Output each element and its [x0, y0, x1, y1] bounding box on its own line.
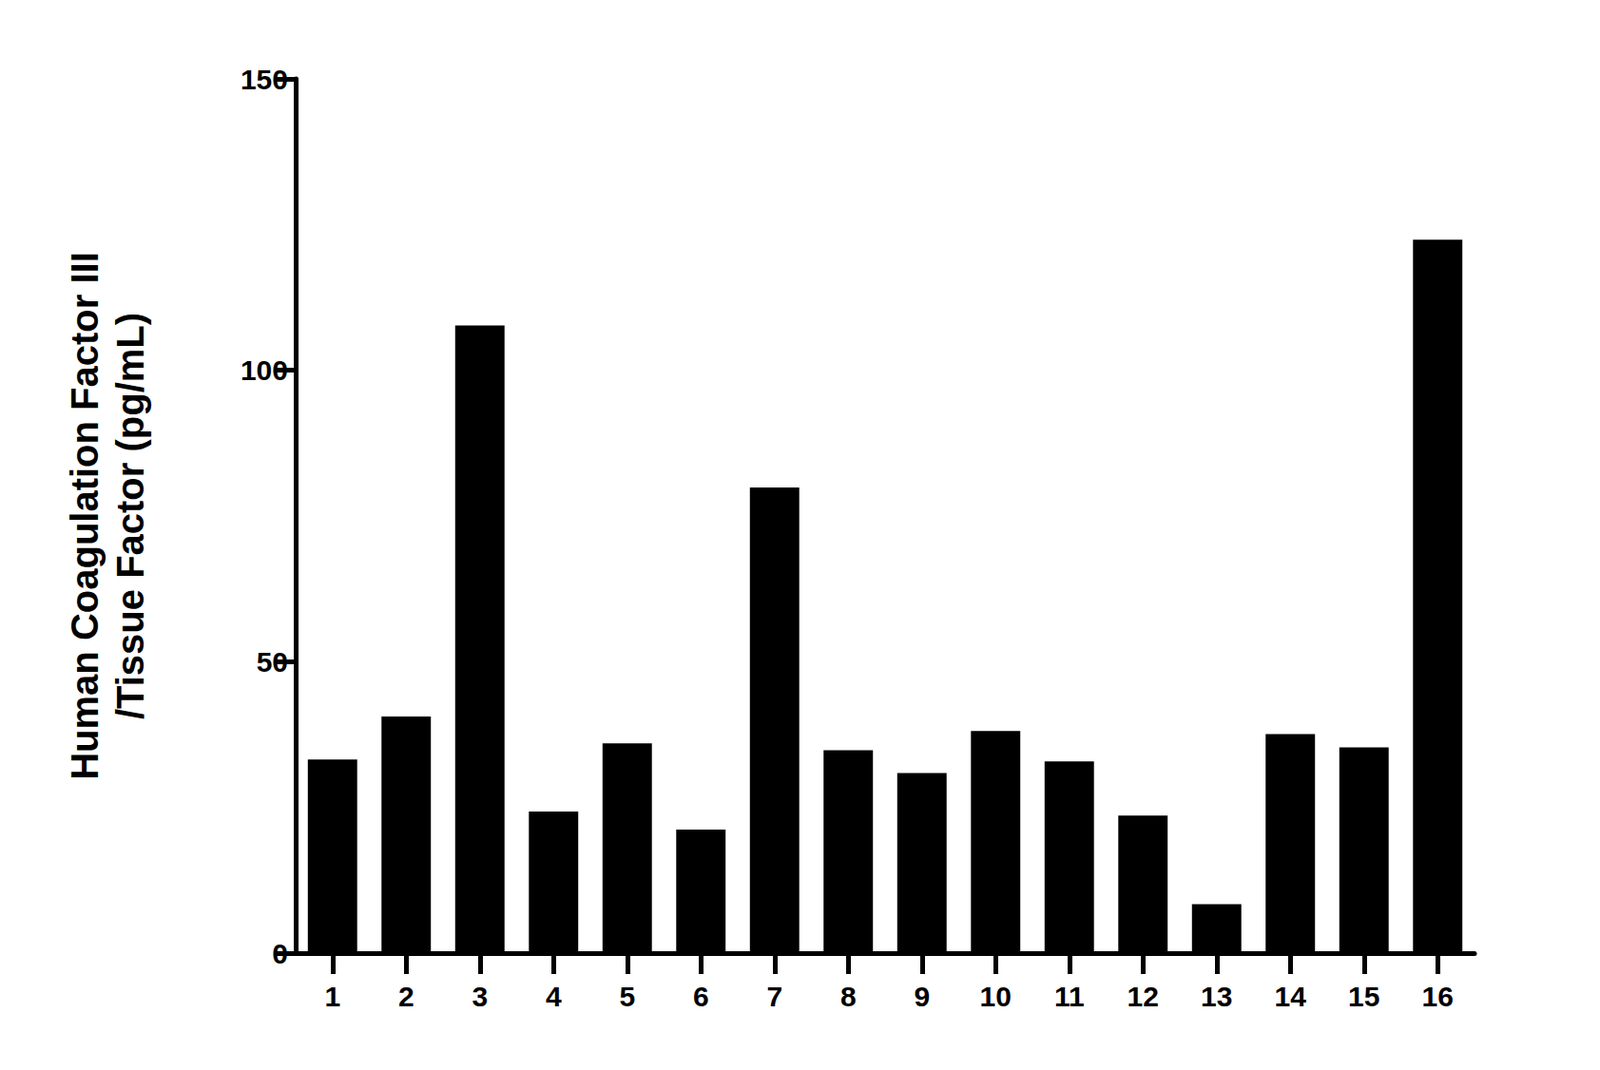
svg-text:5: 5 [618, 981, 636, 1013]
svg-text:7: 7 [766, 981, 783, 1013]
svg-text:1: 1 [324, 981, 341, 1013]
svg-text:/Tissue Factor (pg/mL): /Tissue Factor (pg/mL) [109, 312, 152, 720]
svg-text:16: 16 [1422, 981, 1454, 1013]
svg-text:11: 11 [1054, 981, 1085, 1013]
svg-text:100: 100 [240, 354, 289, 386]
svg-text:0: 0 [271, 938, 289, 970]
svg-text:9: 9 [913, 981, 930, 1013]
svg-text:10: 10 [980, 981, 1012, 1013]
svg-text:Human Coagulation Factor III: Human Coagulation Factor III [63, 251, 106, 781]
svg-text:50: 50 [256, 646, 289, 678]
svg-text:12: 12 [1127, 981, 1159, 1013]
svg-text:15: 15 [1348, 981, 1380, 1013]
svg-text:150: 150 [240, 63, 289, 96]
svg-text:8: 8 [840, 981, 857, 1013]
svg-text:14: 14 [1274, 981, 1308, 1013]
svg-text:13: 13 [1200, 981, 1233, 1013]
svg-text:6: 6 [693, 981, 710, 1013]
svg-text:3: 3 [471, 981, 488, 1013]
svg-text:2: 2 [398, 981, 415, 1013]
svg-text:4: 4 [545, 981, 562, 1013]
